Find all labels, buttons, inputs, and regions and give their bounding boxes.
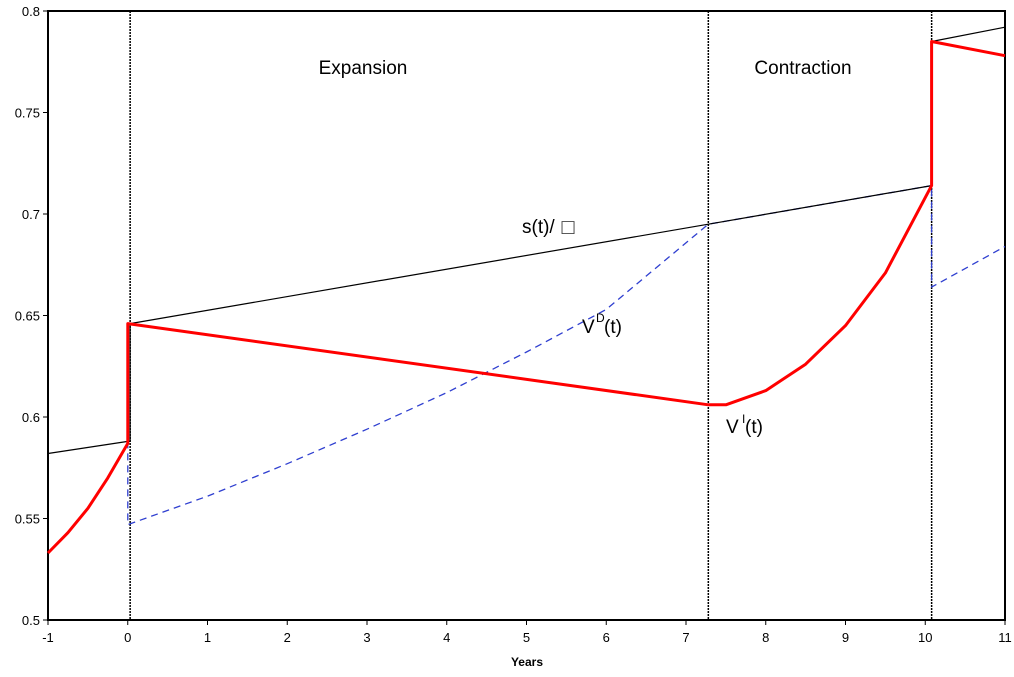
contraction-label: Contraction [754, 58, 851, 79]
x-tick-label: 7 [682, 630, 689, 645]
x-tick-label: 9 [842, 630, 849, 645]
x-tick-label: 3 [363, 630, 370, 645]
vd-series-label-sup: D [596, 311, 605, 325]
vd-series-label-main: V [582, 317, 595, 338]
y-tick-label: 0.6 [22, 410, 40, 425]
vd-series-label: V D (t) [582, 311, 622, 338]
x-tick-label: 0 [124, 630, 131, 645]
y-tick-label: 0.65 [15, 309, 40, 324]
s-series-symbol: □ [560, 217, 576, 237]
y-tick-label: 0.55 [15, 512, 40, 527]
y-tick-label: 0.5 [22, 613, 40, 628]
x-tick-label: 1 [204, 630, 211, 645]
x-axis-title: Years [511, 655, 543, 669]
series-layer [46, 26, 1006, 555]
vd-series-label-arg: (t) [604, 317, 622, 338]
x-tick-label: -1 [42, 630, 54, 645]
series-line-vi [46, 40, 1006, 555]
vi-series-label-arg: (t) [745, 417, 763, 438]
x-tick-label: 6 [603, 630, 610, 645]
x-tick-label: 4 [443, 630, 450, 645]
vi-series-label-sup: I [742, 412, 745, 426]
s-series-label: s(t)/ □ [522, 217, 576, 238]
x-axis-ticks: -1 0 1 2 3 4 5 6 7 8 9 10 11 [42, 620, 1012, 645]
y-tick-label: 0.7 [22, 207, 40, 222]
x-tick-label: 10 [918, 630, 932, 645]
y-tick-label: 0.75 [15, 106, 40, 121]
plot-frame [47, 10, 1006, 621]
vi-series-label: V I (t) [726, 412, 763, 438]
x-tick-label: 2 [284, 630, 291, 645]
x-tick-label: 8 [762, 630, 769, 645]
expansion-label: Expansion [319, 58, 408, 79]
vi-series-label-main: V [726, 417, 739, 438]
x-tick-label: 5 [523, 630, 530, 645]
regime-boundaries [129, 11, 933, 620]
s-series-label-text: s(t)/ [522, 217, 555, 238]
y-tick-label: 0.8 [22, 4, 40, 19]
y-axis-ticks: 0.5 0.55 0.6 0.65 0.7 0.75 0.8 [15, 4, 48, 628]
x-tick-label: 11 [998, 630, 1012, 645]
